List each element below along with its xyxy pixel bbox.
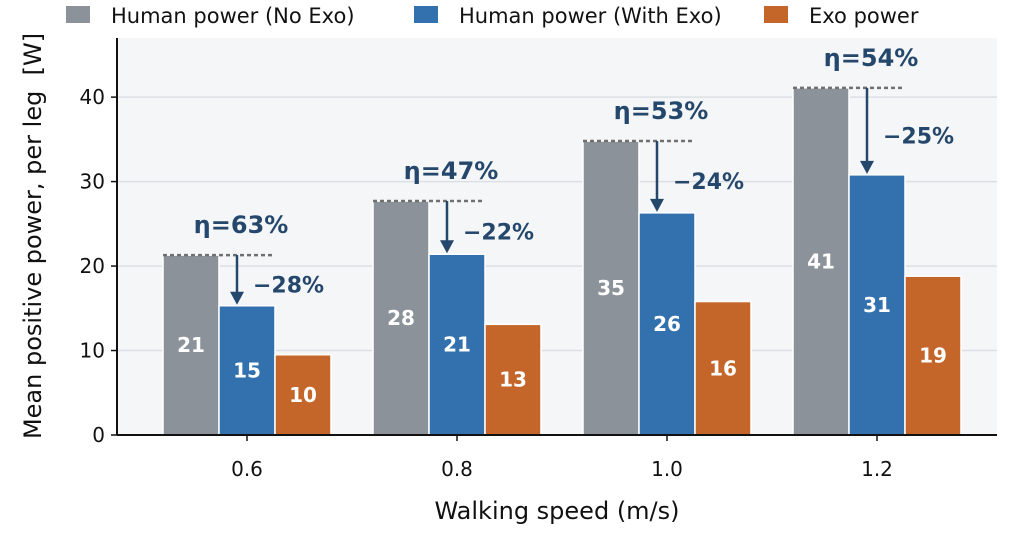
legend-entry-label: Exo power xyxy=(809,4,919,28)
annotations-group: η=63% −28% η=47% −22% η=53% −24% η=54% −25% xyxy=(163,44,954,305)
x-tick-label: 1.2 xyxy=(861,457,893,481)
bar xyxy=(274,354,332,436)
reduction-label: −25% xyxy=(883,124,954,149)
bar-value-label: 31 xyxy=(863,293,891,317)
efficiency-label: η=63% xyxy=(194,211,289,239)
bar xyxy=(428,253,486,436)
y-tick-label: 0 xyxy=(92,423,105,447)
reduction-arrow-head xyxy=(440,240,454,254)
efficiency-label: η=47% xyxy=(404,157,499,185)
bar-value-label: 28 xyxy=(387,306,415,330)
bar xyxy=(218,305,276,436)
efficiency-label: η=54% xyxy=(824,44,919,72)
legend-swatch xyxy=(414,6,438,23)
bar xyxy=(638,212,696,436)
bar xyxy=(484,323,542,436)
bar-value-label: 21 xyxy=(177,333,205,357)
y-tick-label: 40 xyxy=(80,85,105,109)
y-tick-label: 10 xyxy=(80,339,105,363)
x-tick-label: 0.8 xyxy=(441,457,473,481)
bar-value-label: 15 xyxy=(233,358,261,382)
bar-value-label: 10 xyxy=(289,383,317,407)
y-ticks: 0 10 20 30 40 xyxy=(80,85,117,447)
reduction-arrow-head xyxy=(230,291,244,305)
bar-value-label: 26 xyxy=(653,312,681,336)
y-tick-label: 20 xyxy=(80,254,105,278)
bar-value-label: 16 xyxy=(709,356,737,380)
legend-swatch xyxy=(66,6,90,23)
bar xyxy=(848,174,906,436)
legend-entry-label: Human power (With Exo) xyxy=(459,4,722,28)
legend: Human power (No Exo) Human power (With Ex… xyxy=(66,4,919,28)
reduction-label: −28% xyxy=(253,273,324,298)
bar-value-label: 21 xyxy=(443,333,471,357)
reduction-arrow-head xyxy=(860,160,874,174)
x-axis-label: Walking speed (m/s) xyxy=(434,497,679,525)
reduction-arrow-head xyxy=(650,198,664,212)
bar-value-label: 19 xyxy=(919,344,947,368)
bars-group: 21 15 10 28 21 13 35 26 16 41 31 19 xyxy=(162,87,962,436)
bar-value-label: 35 xyxy=(597,276,625,300)
y-axis-label: Mean positive power, per leg [W] xyxy=(19,33,47,439)
x-tick-label: 1.0 xyxy=(651,457,683,481)
bar-value-label: 41 xyxy=(807,249,835,273)
legend-entry-label: Human power (No Exo) xyxy=(111,4,355,28)
reduction-label: −24% xyxy=(673,170,744,195)
reduction-label: −22% xyxy=(463,221,534,246)
efficiency-label: η=53% xyxy=(614,97,709,125)
x-tick-label: 0.6 xyxy=(231,457,263,481)
bar-value-label: 13 xyxy=(499,368,527,392)
y-tick-label: 30 xyxy=(80,170,105,194)
bar xyxy=(694,300,752,436)
legend-swatch xyxy=(764,6,788,23)
bar xyxy=(582,140,640,436)
x-ticks: 0.6 0.8 1.0 1.2 xyxy=(231,435,893,481)
